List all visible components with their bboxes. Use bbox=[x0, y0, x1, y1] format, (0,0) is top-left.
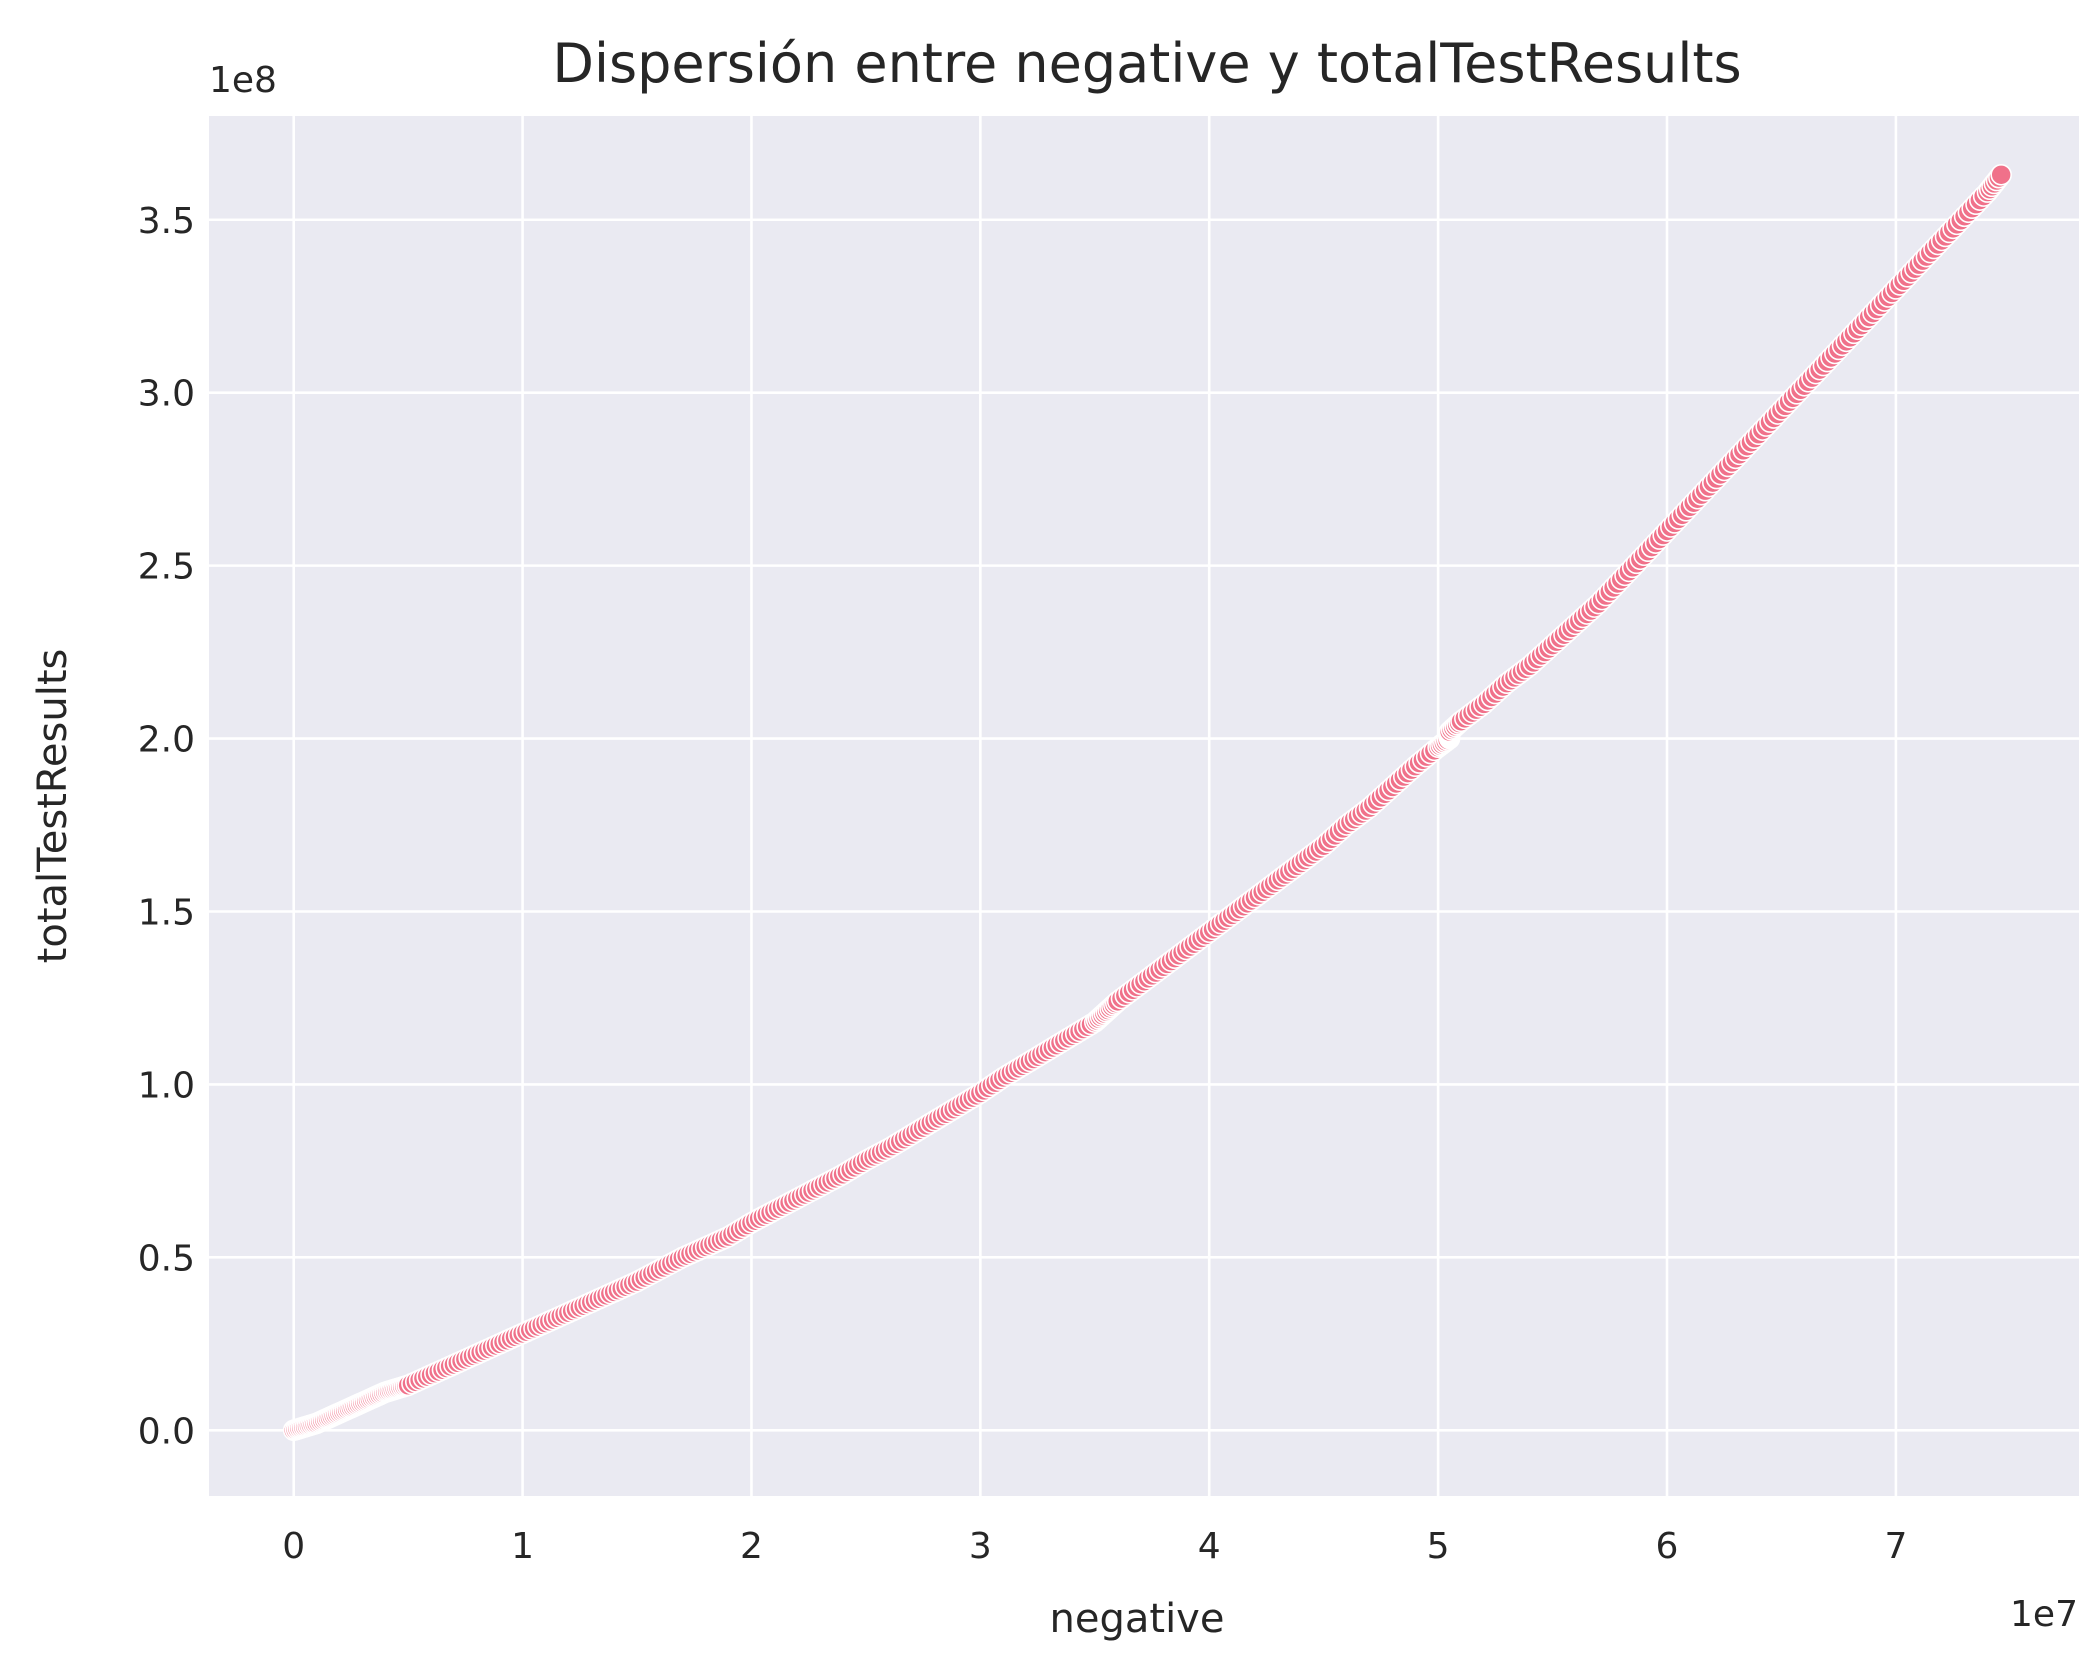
plot-background bbox=[209, 116, 2079, 1496]
y-tick-label: 0.5 bbox=[138, 1238, 195, 1279]
y-tick-label: 3.5 bbox=[138, 201, 195, 242]
y-tick-label: 2.0 bbox=[138, 720, 195, 761]
x-axis-label: negative bbox=[1050, 1596, 1225, 1642]
x-tick-labels: 0 1 2 3 4 5 6 7 bbox=[282, 1526, 1907, 1567]
scatter-point bbox=[1990, 163, 2012, 186]
x-tick-label: 4 bbox=[1198, 1526, 1221, 1567]
x-tick-label: 7 bbox=[1884, 1526, 1907, 1567]
x-tick-label: 2 bbox=[740, 1526, 763, 1567]
y-tick-labels: 0.0 0.5 1.0 1.5 2.0 2.5 3.0 3.5 bbox=[138, 201, 195, 1453]
x-tick-label: 3 bbox=[969, 1526, 992, 1567]
x-tick-label: 0 bbox=[282, 1526, 305, 1567]
x-tick-label: 1 bbox=[511, 1526, 534, 1567]
data-points bbox=[282, 163, 2012, 1442]
y-tick-label: 0.0 bbox=[138, 1411, 195, 1452]
x-tick-label: 5 bbox=[1427, 1526, 1450, 1567]
y-axis-label: totalTestResults bbox=[30, 649, 76, 964]
y-tick-label: 1.0 bbox=[138, 1065, 195, 1106]
x-tick-label: 6 bbox=[1656, 1526, 1679, 1567]
grid-lines bbox=[209, 116, 2079, 1496]
y-tick-label: 3.0 bbox=[138, 374, 195, 415]
x-offset-label: 1e7 bbox=[2010, 1594, 2078, 1635]
chart-title: Dispersión entre negative y totalTestRes… bbox=[552, 32, 1741, 95]
y-tick-label: 1.5 bbox=[138, 892, 195, 933]
y-tick-label: 2.5 bbox=[138, 547, 195, 588]
y-offset-label: 1e8 bbox=[209, 60, 277, 101]
